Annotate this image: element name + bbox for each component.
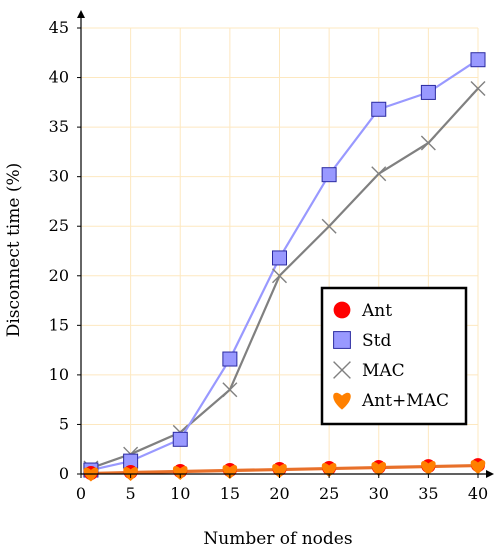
data-point-std <box>470 52 486 68</box>
x-tick-label: 0 <box>76 484 86 503</box>
series-markers <box>83 52 486 482</box>
legend-marker-ant-mac <box>333 392 351 410</box>
y-tick-label: 30 <box>49 167 69 186</box>
y-tick-label: 40 <box>49 68 69 87</box>
data-point-std <box>222 351 238 367</box>
cross-stroke <box>371 166 387 182</box>
data-point-ant-mac <box>421 461 436 476</box>
cross-stroke <box>222 382 238 398</box>
legend-label-std: Std <box>362 331 391 351</box>
data-point-std <box>172 431 188 447</box>
legend: Ant Std MAC Ant+MAC <box>320 286 468 426</box>
x-axis-label: Number of nodes <box>203 529 352 549</box>
y-tick-label: 45 <box>49 18 69 37</box>
cross-stroke <box>272 268 287 284</box>
y-axis-arrow <box>77 10 85 18</box>
y-tick-label: 20 <box>49 266 69 285</box>
x-tick-label: 5 <box>126 484 136 503</box>
x-axis-arrow <box>486 470 494 478</box>
x-tick-label: 30 <box>369 484 389 503</box>
legend-label-mac: MAC <box>362 361 405 381</box>
data-point-ant-mac <box>222 465 238 480</box>
x-tick-label: 40 <box>468 484 488 503</box>
axes <box>77 10 494 478</box>
data-point-std <box>321 167 337 183</box>
x-tick-label: 35 <box>418 484 438 503</box>
y-tick-label: 0 <box>59 464 69 483</box>
data-point-mac <box>420 135 436 151</box>
x-tick-label: 10 <box>170 484 190 503</box>
legend-marker-ant <box>333 301 351 319</box>
data-point-mac <box>371 166 387 182</box>
data-point-std <box>420 84 436 100</box>
cross-stroke <box>333 361 351 379</box>
x-tick-label: 20 <box>269 484 289 503</box>
data-point-ant-mac <box>172 466 188 481</box>
data-point-ant-mac <box>470 460 486 475</box>
y-axis-label: Disconnect time (%) <box>4 163 24 338</box>
tick-labels: 0 5 10 15 20 25 30 35 40 0 5 10 15 20 25 30 35 40 45 <box>49 18 489 503</box>
y-tick-label: 5 <box>59 414 69 433</box>
legend-label-ant: Ant <box>361 301 392 321</box>
x-tick-label: 15 <box>220 484 240 503</box>
cross-stroke <box>420 135 436 151</box>
y-tick-label: 15 <box>49 315 69 334</box>
data-point-std <box>371 101 387 117</box>
y-tick-label: 10 <box>49 365 69 384</box>
data-point-ant-mac <box>371 462 387 477</box>
data-point-std <box>272 250 287 266</box>
legend-label-ant-mac: Ant+MAC <box>361 391 449 411</box>
x-tick-label: 25 <box>319 484 339 503</box>
data-point-mac <box>222 382 238 398</box>
cross-stroke <box>470 80 486 96</box>
legend-marker-mac <box>333 361 351 379</box>
data-point-mac <box>470 80 486 96</box>
data-point-mac <box>272 268 287 284</box>
y-tick-label: 35 <box>49 117 69 136</box>
legend-marker-std <box>333 331 351 349</box>
cross-stroke <box>321 218 337 234</box>
data-point-mac <box>321 218 337 234</box>
y-tick-label: 25 <box>49 216 69 235</box>
